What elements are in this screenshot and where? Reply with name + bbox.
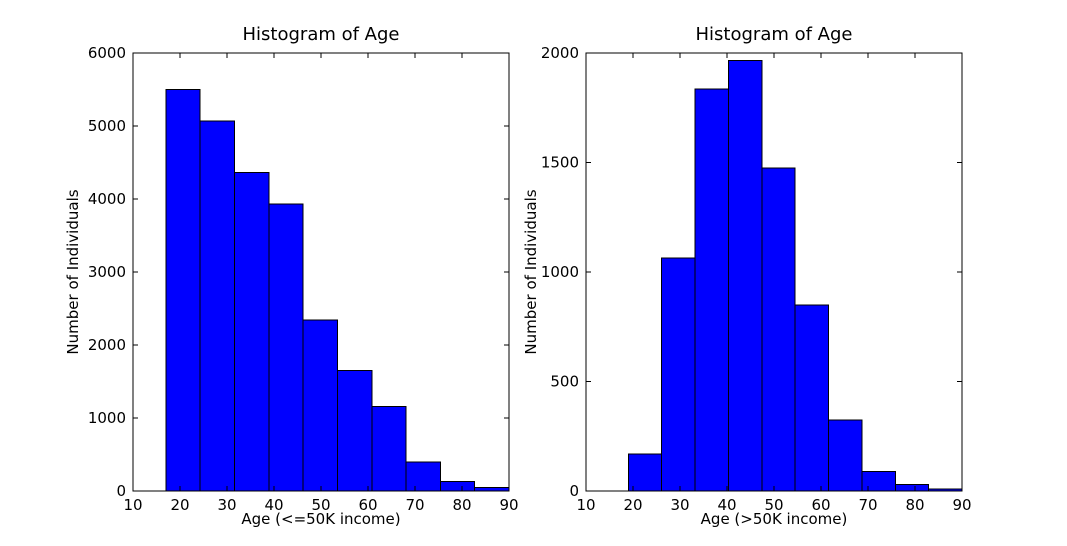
histogram-bar	[727, 60, 763, 492]
x-tick-label: 80	[905, 496, 924, 514]
x-tick-label: 30	[670, 496, 689, 514]
histogram-bar	[861, 470, 896, 492]
x-tick-label: 40	[717, 496, 736, 514]
right-plot-ylabel: Number of Individuals	[521, 189, 540, 355]
y-tick-label: 1000	[88, 409, 126, 427]
y-tick-label: 5000	[88, 117, 126, 135]
x-tick-label: 30	[217, 496, 236, 514]
y-tick-label: 2000	[541, 44, 579, 62]
histogram-bar	[474, 486, 510, 492]
x-tick-label: 70	[858, 496, 877, 514]
x-tick-label: 60	[811, 496, 830, 514]
y-tick-label: 6000	[88, 44, 126, 62]
y-tick-label: 1000	[541, 263, 579, 281]
right-plot-title: Histogram of Age	[695, 24, 853, 45]
histogram-bar	[661, 257, 696, 492]
histogram-bar	[165, 89, 201, 492]
histogram-bar	[268, 203, 304, 492]
y-tick-label: 2000	[88, 336, 126, 354]
histogram-bar	[371, 405, 407, 492]
left-plot-title: Histogram of Age	[242, 24, 400, 45]
y-tick-label: 1500	[541, 154, 579, 172]
histogram-bar	[336, 370, 373, 492]
x-tick-label: 20	[170, 496, 189, 514]
x-tick-label: 50	[764, 496, 783, 514]
y-tick-label: 0	[116, 482, 126, 500]
x-tick-label: 10	[576, 496, 595, 514]
x-tick-label: 60	[358, 496, 377, 514]
y-tick-label: 0	[569, 482, 579, 500]
histogram-bar	[794, 304, 830, 492]
histogram-bar	[761, 167, 796, 492]
histogram-bar	[828, 419, 863, 492]
x-tick-label: 10	[123, 496, 142, 514]
left-plot-xlabel: Age (<=50K income)	[241, 510, 401, 528]
x-tick-label: 50	[311, 496, 330, 514]
histogram-bar	[405, 461, 441, 492]
histogram-bar	[234, 172, 270, 492]
y-tick-label: 500	[550, 373, 579, 391]
x-tick-label: 20	[623, 496, 642, 514]
histogram-bar	[199, 120, 236, 492]
left-plot-ylabel: Number of Individuals	[63, 189, 82, 355]
y-tick-label: 4000	[88, 190, 126, 208]
x-tick-label: 70	[405, 496, 424, 514]
histogram-bar	[694, 88, 729, 492]
histogram-bar	[627, 453, 663, 492]
x-tick-label: 90	[499, 496, 518, 514]
histogram-bar	[894, 483, 930, 492]
histogram-bar	[439, 481, 476, 492]
x-tick-label: 90	[952, 496, 971, 514]
y-tick-label: 3000	[88, 263, 126, 281]
x-tick-label: 40	[264, 496, 283, 514]
right-plot-xlabel: Age (>50K income)	[700, 510, 848, 528]
histogram-bar	[302, 319, 338, 492]
x-tick-label: 80	[452, 496, 471, 514]
